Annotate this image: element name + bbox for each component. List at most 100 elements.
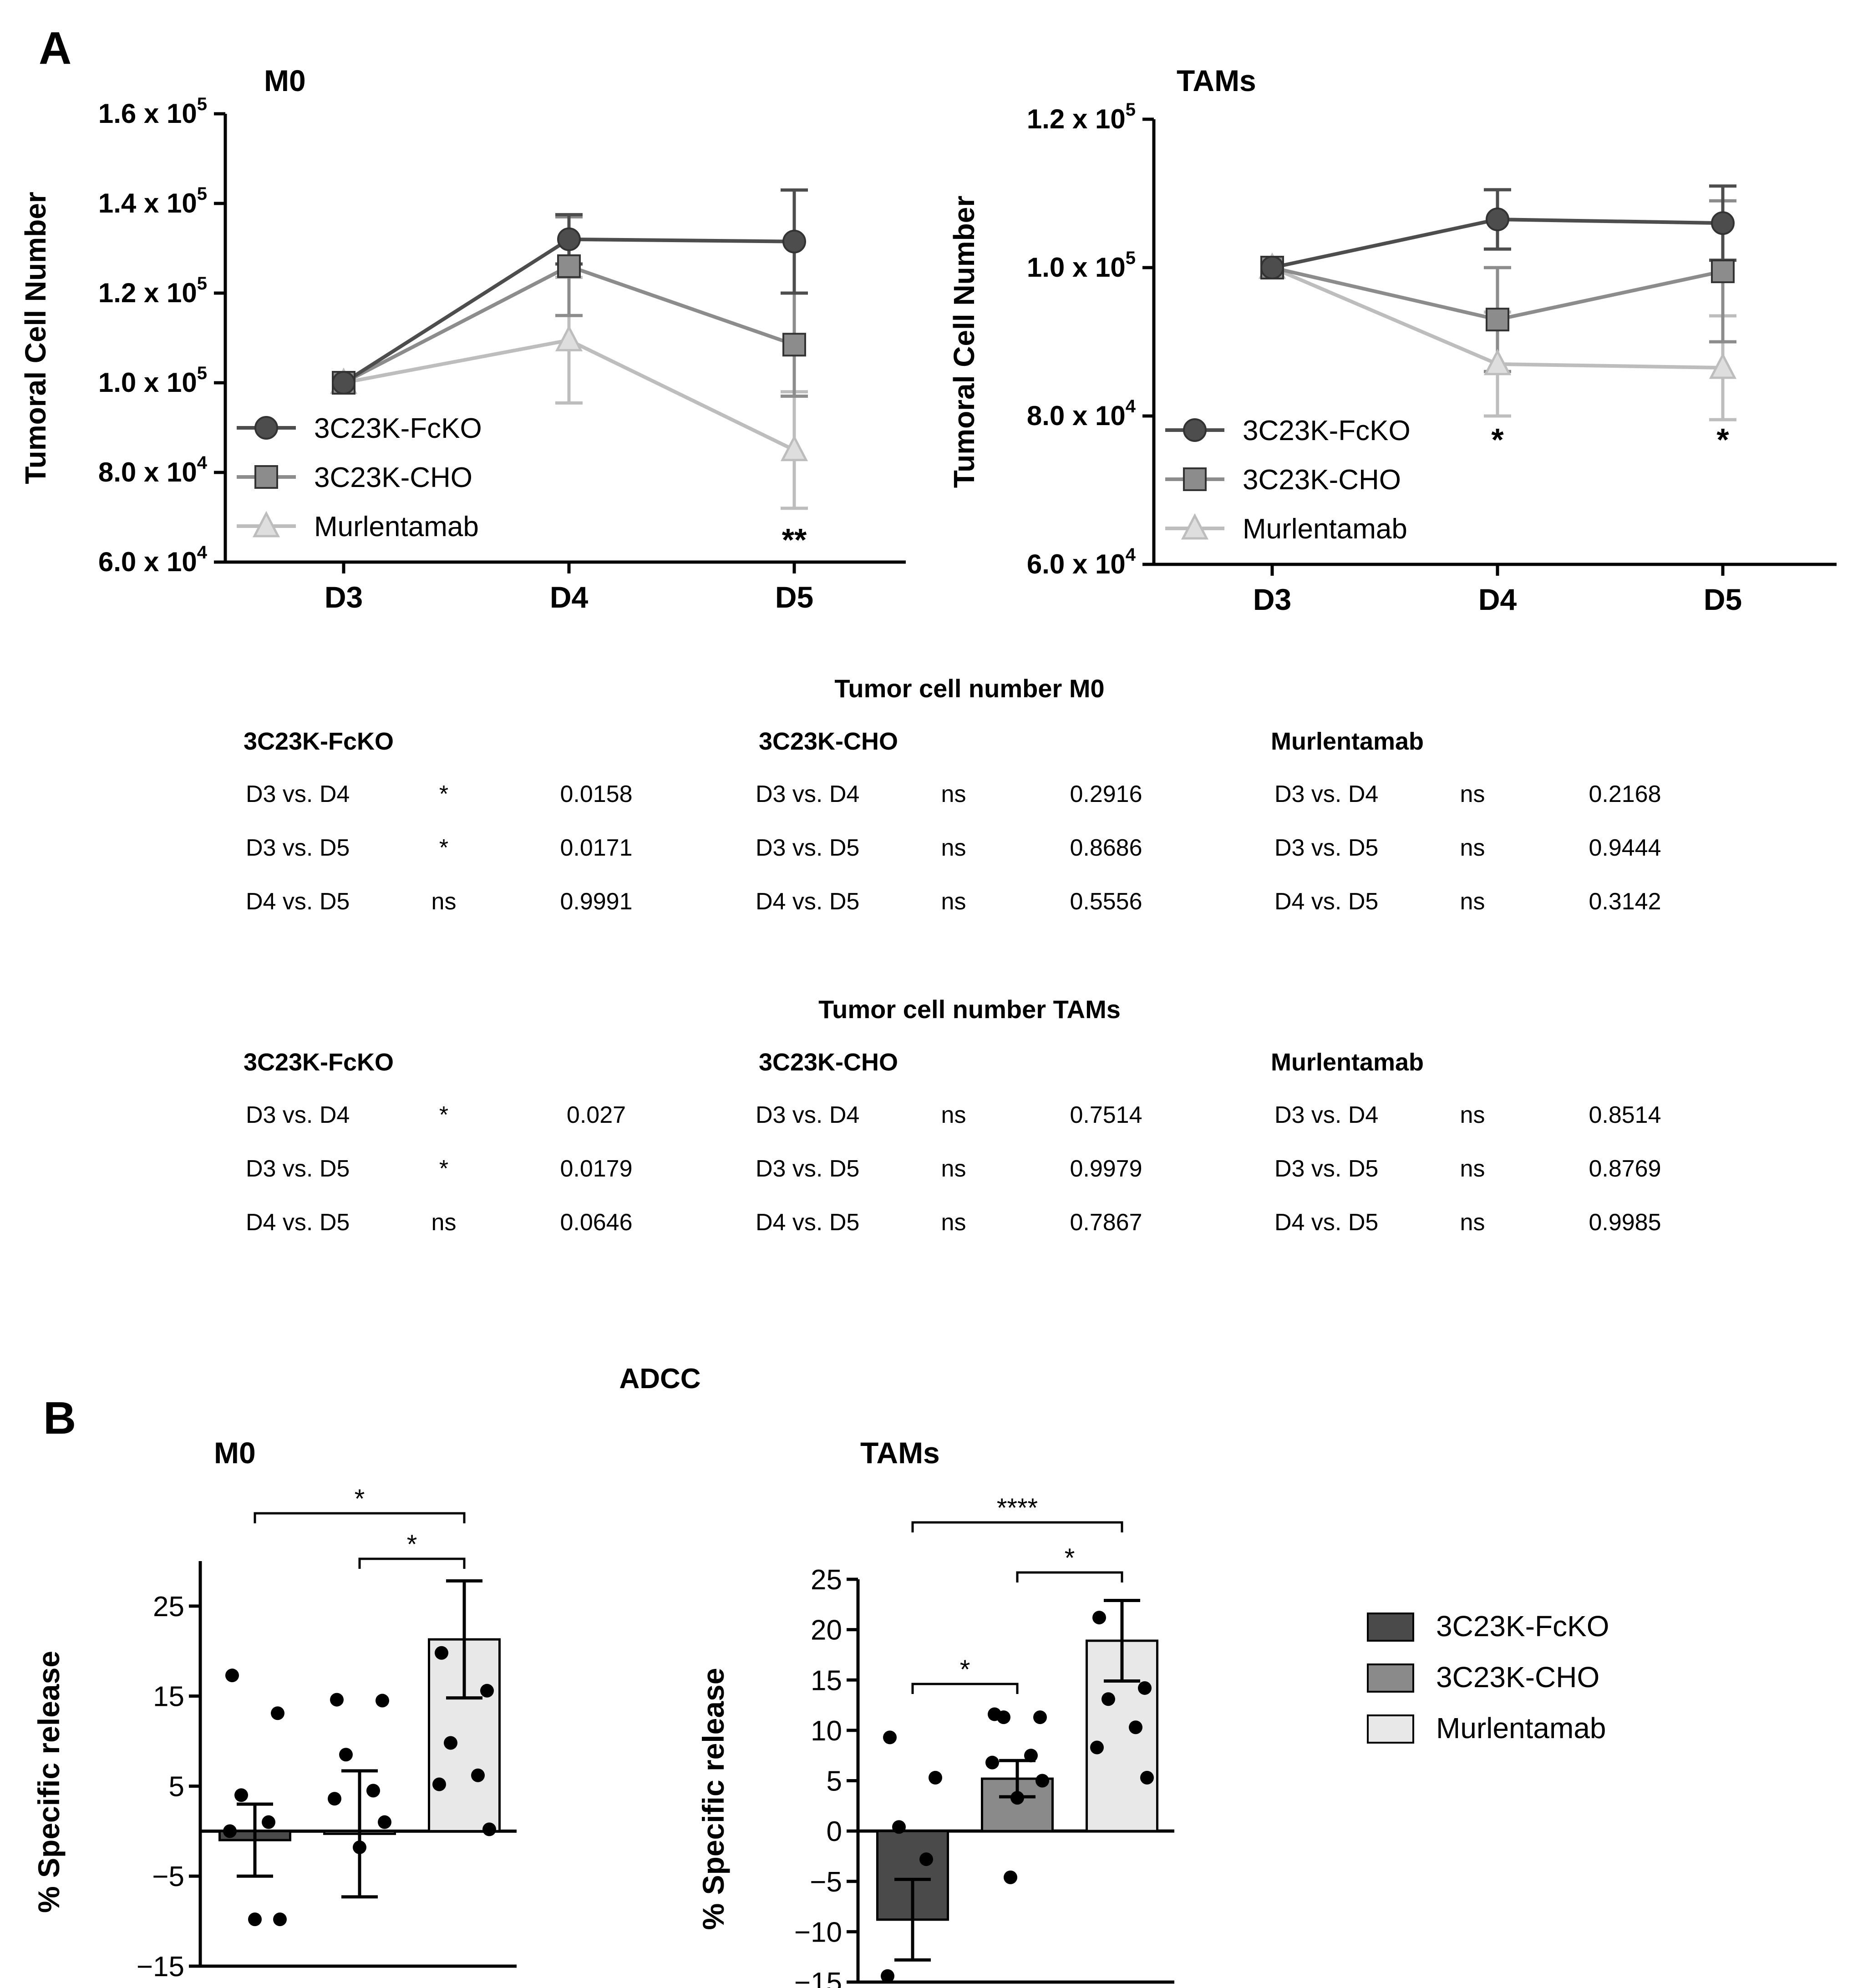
significance-label: * [439, 781, 449, 807]
data-point [225, 1668, 239, 1683]
data-point [1129, 1720, 1142, 1734]
comparison-label: D3 vs. D5 [756, 1156, 860, 1182]
data-point [780, 435, 808, 462]
y-tick-label: 15 [153, 1681, 184, 1713]
table-group-header: Murlentamab [1270, 1049, 1424, 1076]
statistics-tables: Tumor cell number M0 3C23K-FcKO D3 vs. D4 *… [0, 674, 1873, 1274]
data-point [1090, 1740, 1104, 1755]
bar-chart-m0: M0 25 15 5 −5 −15 % Specific release * * [32, 1436, 517, 1983]
p-value: 0.3142 [1589, 888, 1661, 915]
legend-marker [1183, 418, 1207, 442]
data-point [1483, 349, 1512, 375]
data-point [1035, 1774, 1049, 1788]
data-point [985, 1755, 999, 1770]
significance-label: ns [1460, 1156, 1485, 1182]
y-axis-label: % Specific release [32, 1651, 66, 1913]
table-title: Tumor cell number TAMs [818, 995, 1121, 1024]
comparison-label: D3 vs. D5 [1274, 835, 1379, 861]
comparison-label: D3 vs. D4 [756, 781, 860, 807]
y-tick-label: −15 [137, 1951, 184, 1983]
significance-bracket [254, 1512, 466, 1523]
legend-label: 3C23K-FcKO [1243, 415, 1411, 446]
data-point [929, 1770, 942, 1785]
significance-label: ns [1460, 888, 1485, 915]
significance-mark: **** [997, 1493, 1038, 1523]
comparison-label: D3 vs. D5 [1274, 1156, 1379, 1182]
y-tick-label: 25 [811, 1564, 842, 1596]
legend-marker [254, 465, 278, 489]
significance-label: ns [1460, 781, 1485, 807]
x-tick-label: D5 [1704, 583, 1742, 616]
y-tick-label: 5 [169, 1771, 184, 1802]
line-chart-tams: TAMs 1.2 x 105 1.0 x 105 8.0 x 104 6.0 x 104… [948, 64, 1837, 616]
legend-marker [1183, 467, 1207, 491]
p-value: 0.2916 [1070, 781, 1142, 807]
panel-label-a: A [39, 23, 71, 74]
table-group-header: 3C23K-CHO [758, 1049, 898, 1076]
y-tick-label: 1.0 x 105 [98, 363, 207, 398]
p-value: 0.0646 [560, 1209, 633, 1236]
data-point [1024, 1749, 1038, 1763]
chart-title: TAMs [860, 1436, 940, 1470]
significance-label: ns [941, 1209, 966, 1236]
y-tick-label: 1.6 x 105 [98, 94, 207, 129]
significance-bracket [358, 1557, 466, 1569]
bar-chart-tams: TAMs 25 20 15 10 5 0 −5 −10 −15 % Specific release… [696, 1436, 1174, 1988]
legend-marker [1181, 513, 1209, 540]
p-value: 0.0179 [560, 1156, 633, 1182]
data-point [1010, 1791, 1024, 1805]
comparison-label: D3 vs. D5 [756, 835, 860, 861]
bar-section-title: ADCC [619, 1363, 700, 1395]
table-group-header: 3C23K-FcKO [243, 728, 394, 755]
data-point [557, 227, 581, 251]
significance-mark: * [1065, 1543, 1075, 1573]
bar-legend: 3C23K-FcKO 3C23K-CHO Murlentamab [1367, 1610, 1609, 1745]
significance-label: ns [1460, 1209, 1485, 1236]
data-point [332, 371, 355, 395]
p-value: 0.9444 [1589, 835, 1661, 861]
data-point [892, 1820, 906, 1834]
legend-label: 3C23K-CHO [1243, 464, 1401, 496]
comparison-label: D3 vs. D4 [246, 1102, 350, 1128]
y-tick-label: 6.0 x 104 [98, 543, 208, 577]
data-point [1033, 1710, 1047, 1724]
significance-label: ns [1460, 835, 1485, 861]
significance-mark: * [407, 1530, 417, 1559]
comparison-label: D4 vs. D5 [246, 1209, 350, 1236]
data-point [782, 333, 806, 357]
legend-marker [254, 416, 278, 440]
y-tick-label: 8.0 x 104 [98, 453, 208, 487]
data-point [234, 1788, 248, 1802]
table-group-header: 3C23K-FcKO [243, 1049, 394, 1076]
x-tick-label: D4 [1478, 583, 1517, 616]
comparison-label: D4 vs. D5 [246, 888, 350, 915]
y-tick-label: −5 [810, 1866, 842, 1898]
y-tick-label: 1.2 x 105 [98, 274, 207, 308]
legend-label: Murlentamab [314, 511, 479, 543]
data-point [330, 1693, 344, 1707]
data-point [1092, 1611, 1106, 1625]
significance-label: * [439, 835, 449, 861]
data-point [271, 1706, 284, 1720]
significance-label: * [439, 1156, 449, 1182]
y-tick-label: 8.0 x 104 [1027, 396, 1136, 431]
data-point [1101, 1692, 1115, 1706]
data-point [223, 1824, 237, 1838]
line-chart-m0: M0 1.6 x 105 1.4 x 105 1.2 x 105 1.0 x 105 8.… [19, 64, 906, 614]
comparison-label: D3 vs. D4 [1274, 781, 1379, 807]
significance-label: ns [431, 1209, 457, 1236]
p-value: 0.7867 [1070, 1209, 1142, 1236]
data-point [339, 1748, 353, 1762]
significance-label: ns [431, 888, 457, 915]
legend-label: 3C23K-CHO [314, 462, 472, 493]
chart-title: M0 [264, 64, 306, 97]
data-point [883, 1730, 897, 1745]
p-value: 0.8514 [1589, 1102, 1661, 1128]
significance-bracket [911, 1521, 1123, 1532]
data-point [881, 1969, 894, 1983]
data-point [557, 254, 581, 278]
y-axis-label: Tumoral Cell Number [948, 196, 980, 488]
p-value: 0.9979 [1070, 1156, 1142, 1182]
significance-mark: ** [782, 522, 807, 558]
p-value: 0.2168 [1589, 781, 1661, 807]
